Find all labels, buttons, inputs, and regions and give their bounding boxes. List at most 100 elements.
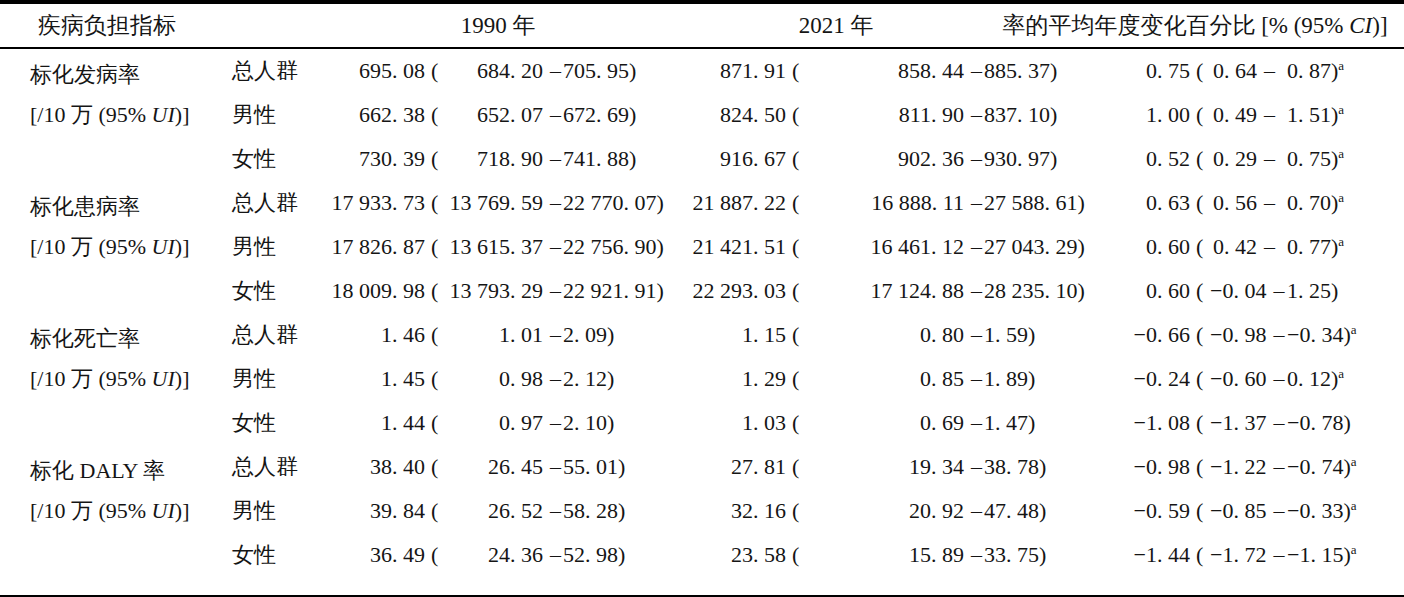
y1990-ci-low: 13 793. 29–	[441, 278, 561, 304]
population-label: 女性	[196, 408, 310, 438]
y1990-ci-high: 22 921. 91)	[561, 278, 686, 304]
close-paren: )	[1331, 278, 1338, 303]
aapc-ci-low: −1. 72–	[1210, 542, 1275, 568]
y1990-ci-low: 0. 97–	[441, 410, 561, 436]
open-paren: (	[1190, 58, 1210, 84]
aapc-value: −0. 59	[1112, 498, 1190, 524]
indicator-group-incidence: 标化发病率 [/10 万 (95% UI)] 总人群 695. 08 ( 684…	[0, 49, 1404, 181]
population-label: 总人群	[196, 56, 310, 86]
aapc-ci-high: 1. 51)a	[1275, 102, 1404, 128]
close-paren: )	[1039, 454, 1046, 479]
header-indicator: 疾病负担指标	[0, 10, 310, 41]
y1990-ci-high: 58. 28)	[561, 498, 686, 524]
header-2021: 2021 年	[686, 10, 986, 41]
y1990-value: 1. 45	[310, 366, 425, 392]
range-dash: –	[971, 366, 982, 391]
indicator-name: 标化 DALY 率	[30, 451, 196, 491]
y2021-ci-high: 930. 97)	[982, 146, 1112, 172]
y1990-value: 17 933. 73	[310, 190, 425, 216]
y2021-ci-low: 16 461. 12–	[802, 234, 982, 260]
y2021-value: 1. 03	[686, 410, 786, 436]
close-paren: )	[618, 498, 625, 523]
y1990-ci-low: 0. 98–	[441, 366, 561, 392]
indicator-group-daly: 标化 DALY 率 [/10 万 (95% UI)] 总人群 38. 40 ( …	[0, 445, 1404, 577]
close-paren: )	[1028, 322, 1035, 347]
indicator-name: 标化患病率	[30, 187, 196, 227]
indicator-unit: [/10 万 (95% UI)]	[30, 227, 196, 267]
aapc-ci-low: −0. 98–	[1210, 322, 1275, 348]
close-paren: )	[629, 58, 636, 83]
aapc-ci-high: 1. 25)	[1275, 278, 1404, 304]
close-paren: )	[1028, 410, 1035, 435]
y2021-ci-high: 1. 89)	[982, 366, 1112, 392]
open-paren: (	[425, 102, 441, 128]
y2021-ci-low: 20. 92–	[802, 498, 982, 524]
y2021-ci-high: 28 235. 10)	[982, 278, 1112, 304]
y2021-ci-low: 0. 80–	[802, 322, 982, 348]
footnote-marker: a	[1338, 190, 1344, 205]
y2021-value: 871. 91	[686, 58, 786, 84]
aapc-value: −1. 44	[1112, 542, 1190, 568]
y1990-value: 1. 44	[310, 410, 425, 436]
indicator-group-mortality: 标化死亡率 [/10 万 (95% UI)] 总人群 1. 46 ( 1. 01…	[0, 313, 1404, 445]
open-paren: (	[425, 410, 441, 436]
aapc-ci-high: −0. 78)	[1275, 410, 1404, 436]
y1990-ci-high: 705. 95)	[561, 58, 686, 84]
range-dash: –	[550, 278, 561, 303]
close-paren: )	[629, 146, 636, 171]
aapc-ci-high: −1. 15)a	[1275, 542, 1404, 568]
open-paren: (	[1190, 322, 1210, 348]
table-row: 男性 17 826. 87 ( 13 615. 37– 22 756. 90) …	[196, 225, 1404, 269]
open-paren: (	[1190, 234, 1210, 260]
open-paren: (	[1190, 366, 1210, 392]
y2021-value: 27. 81	[686, 454, 786, 480]
aapc-ci-high: 0. 12)a	[1275, 366, 1404, 392]
aapc-value: −0. 98	[1112, 454, 1190, 480]
y1990-ci-high: 741. 88)	[561, 146, 686, 172]
table-row: 总人群 695. 08 ( 684. 20– 705. 95) 871. 91 …	[196, 49, 1404, 93]
open-paren: (	[425, 454, 441, 480]
population-label: 男性	[196, 496, 310, 526]
open-paren: (	[786, 234, 802, 260]
range-dash: –	[550, 234, 561, 259]
close-paren: )	[607, 366, 614, 391]
range-dash: –	[971, 410, 982, 435]
open-paren: (	[1190, 102, 1210, 128]
range-dash: –	[971, 146, 982, 171]
y2021-value: 22 293. 03	[686, 278, 786, 304]
open-paren: (	[786, 322, 802, 348]
y1990-ci-low: 718. 90–	[441, 146, 561, 172]
range-dash: –	[971, 454, 982, 479]
y2021-value: 23. 58	[686, 542, 786, 568]
y2021-ci-low: 902. 36–	[802, 146, 982, 172]
aapc-value: 0. 52	[1112, 146, 1190, 172]
population-label: 女性	[196, 276, 310, 306]
open-paren: (	[1190, 410, 1210, 436]
aapc-ci-high: 0. 70)a	[1275, 190, 1404, 216]
footnote-marker: a	[1338, 58, 1344, 73]
aapc-ci-high: −0. 33)a	[1275, 498, 1404, 524]
aapc-value: 0. 60	[1112, 278, 1190, 304]
y1990-ci-high: 2. 09)	[561, 322, 686, 348]
y2021-ci-low: 0. 85–	[802, 366, 982, 392]
y1990-value: 1. 46	[310, 322, 425, 348]
population-label: 男性	[196, 364, 310, 394]
open-paren: (	[425, 542, 441, 568]
range-dash: –	[1264, 234, 1275, 259]
close-paren: )	[1050, 146, 1057, 171]
y1990-ci-low: 1. 01–	[441, 322, 561, 348]
range-dash: –	[1264, 146, 1275, 171]
table-row: 女性 18 009. 98 ( 13 793. 29– 22 921. 91) …	[196, 269, 1404, 313]
open-paren: (	[1190, 146, 1210, 172]
aapc-ci-low: 0. 29–	[1210, 146, 1275, 172]
indicator-unit: [/10 万 (95% UI)]	[30, 491, 196, 531]
range-dash: –	[971, 190, 982, 215]
y1990-value: 18 009. 98	[310, 278, 425, 304]
open-paren: (	[425, 366, 441, 392]
aapc-ci-low: −0. 60–	[1210, 366, 1275, 392]
range-dash: –	[550, 498, 561, 523]
close-paren: )	[1039, 498, 1046, 523]
footnote-marker: a	[1351, 542, 1357, 557]
close-paren: )	[657, 234, 664, 259]
range-dash: –	[971, 234, 982, 259]
